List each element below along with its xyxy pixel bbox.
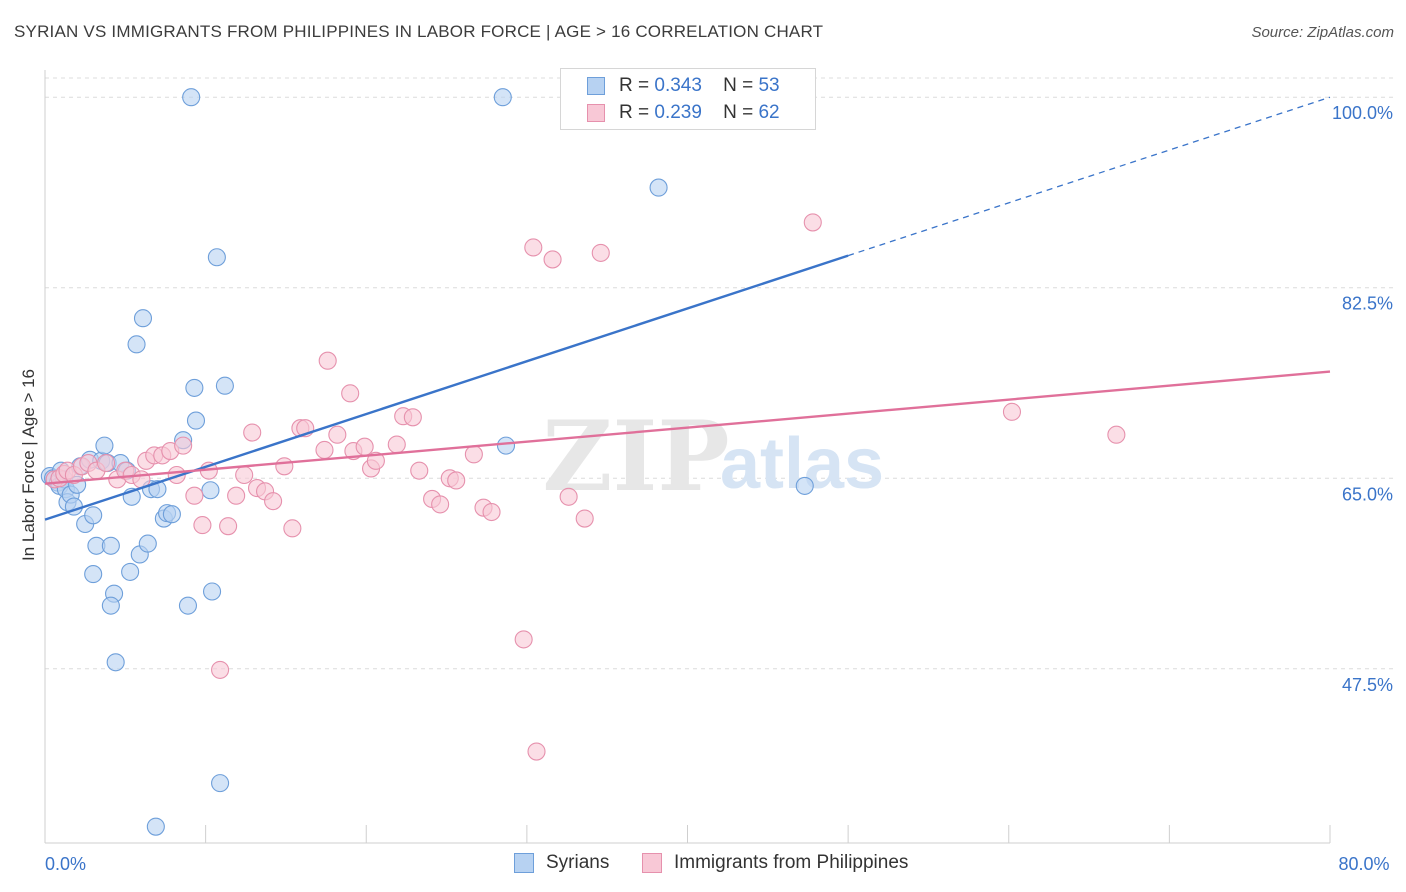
legend-label-philippines: Immigrants from Philippines xyxy=(674,852,909,873)
point-philippines xyxy=(193,516,212,535)
legend-r-syrians: 0.343 xyxy=(654,75,702,96)
point-syrians xyxy=(493,88,512,107)
point-philippines xyxy=(524,238,543,257)
legend-n-label: N = xyxy=(723,102,754,123)
trend-lines xyxy=(44,96,1331,521)
chart-source: Source: ZipAtlas.com xyxy=(1251,24,1394,41)
point-philippines xyxy=(482,502,501,522)
point-philippines xyxy=(366,451,385,470)
legend-swatch-syrians xyxy=(587,77,605,95)
point-syrians xyxy=(138,534,157,553)
point-syrians xyxy=(133,309,153,328)
legend-n-philippines: 62 xyxy=(758,102,780,123)
axes xyxy=(44,70,1331,844)
point-philippines xyxy=(318,351,337,370)
point-syrians xyxy=(84,506,103,525)
legend-swatch-syrians xyxy=(514,853,534,873)
y-tick-label: 82.5% xyxy=(1342,294,1393,314)
point-syrians xyxy=(215,376,234,395)
point-philippines xyxy=(575,509,594,528)
trend-line-syrians-projection xyxy=(847,96,1331,257)
series-syrians xyxy=(40,88,814,836)
tick-labels: 100.0% 82.5% 65.0% 47.5% 0.0% 80.0% xyxy=(45,103,1393,874)
point-philippines xyxy=(1002,402,1022,421)
legend-label-syrians: Syrians xyxy=(546,852,610,873)
x-tick-label: 0.0% xyxy=(45,854,86,874)
point-philippines xyxy=(328,425,347,444)
y-axis-label: In Labor Force | Age > 16 xyxy=(19,368,38,562)
legend-r-label: R = xyxy=(619,75,650,96)
legend-swatch-philippines xyxy=(587,104,605,122)
point-philippines xyxy=(527,742,546,761)
point-syrians xyxy=(207,248,226,267)
y-tick-label: 47.5% xyxy=(1342,675,1393,695)
point-philippines xyxy=(341,384,360,403)
point-philippines xyxy=(591,243,610,262)
legend-n-label: N = xyxy=(723,75,754,96)
point-syrians xyxy=(795,476,814,495)
point-philippines xyxy=(174,436,193,455)
point-syrians xyxy=(127,335,146,354)
point-philippines xyxy=(410,461,429,480)
point-philippines xyxy=(431,495,450,514)
watermark: ZIP atlas xyxy=(542,400,884,513)
legend-stats: R = 0.343 N = 53 R = 0.239 N = 62 xyxy=(560,68,816,130)
point-philippines xyxy=(96,453,116,473)
point-syrians xyxy=(496,436,516,455)
x-tick-label: 80.0% xyxy=(1338,854,1389,874)
point-syrians xyxy=(182,88,201,107)
point-philippines xyxy=(264,492,283,511)
grid-lines xyxy=(45,77,1393,670)
point-philippines xyxy=(464,445,483,464)
point-syrians xyxy=(121,562,140,581)
point-philippines xyxy=(227,486,246,505)
point-philippines xyxy=(559,487,578,506)
point-philippines xyxy=(355,437,374,456)
y-axis-label-wrap: In Labor Force | Age > 16 xyxy=(14,300,44,630)
point-syrians xyxy=(649,178,668,197)
point-syrians xyxy=(211,774,230,793)
point-philippines xyxy=(275,457,294,476)
point-syrians xyxy=(178,596,198,615)
trend-line-syrians xyxy=(44,254,849,521)
legend-n-syrians: 53 xyxy=(758,75,780,96)
point-syrians xyxy=(101,596,120,615)
trend-line-philippines xyxy=(44,370,1331,485)
point-syrians xyxy=(186,411,206,430)
point-syrians xyxy=(203,582,222,601)
point-philippines xyxy=(514,630,533,649)
point-philippines xyxy=(185,486,204,505)
point-philippines xyxy=(243,423,262,442)
point-philippines xyxy=(235,465,254,485)
point-philippines xyxy=(283,519,302,538)
point-philippines xyxy=(543,250,562,269)
legend-r-label: R = xyxy=(619,102,650,123)
point-syrians xyxy=(146,817,165,836)
point-syrians xyxy=(185,378,204,397)
point-syrians xyxy=(201,481,220,500)
point-syrians xyxy=(84,565,103,584)
point-philippines xyxy=(219,517,238,536)
legend-swatch-philippines xyxy=(642,853,662,873)
point-philippines xyxy=(387,435,406,454)
point-syrians xyxy=(101,536,120,555)
point-syrians xyxy=(106,653,125,672)
point-syrians xyxy=(95,436,114,455)
point-syrians xyxy=(162,505,181,524)
chart-title: SYRIAN VS IMMIGRANTS FROM PHILIPPINES IN… xyxy=(14,22,824,41)
point-philippines xyxy=(447,471,466,490)
legend-r-philippines: 0.239 xyxy=(654,102,702,123)
point-philippines xyxy=(211,660,230,679)
point-philippines xyxy=(1107,425,1126,444)
y-tick-label: 65.0% xyxy=(1342,484,1393,504)
point-philippines xyxy=(403,408,422,427)
point-philippines xyxy=(315,440,334,460)
y-tick-label: 100.0% xyxy=(1332,103,1393,123)
point-philippines xyxy=(803,213,822,232)
